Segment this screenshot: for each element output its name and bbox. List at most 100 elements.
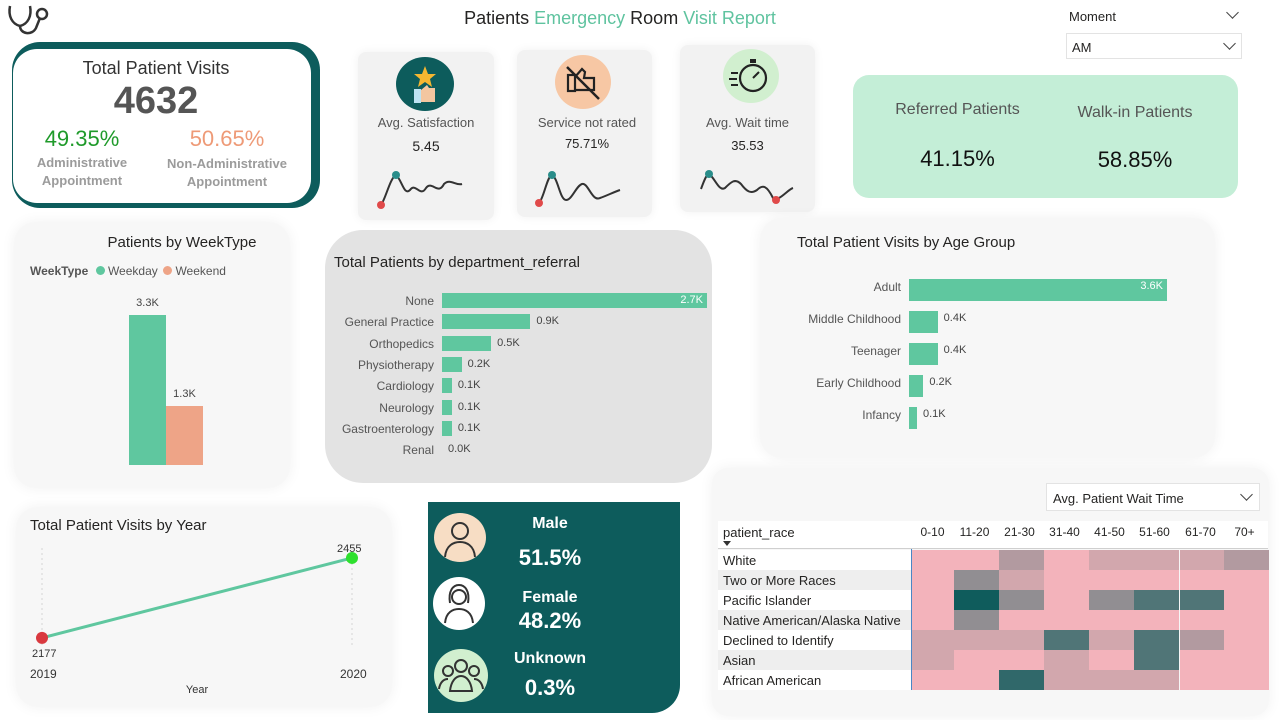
nonadmin-label-2: Appointment — [186, 174, 268, 189]
heatmap-row-band — [718, 590, 912, 610]
kpi-wait-time-label: Avg. Wait time — [705, 115, 790, 130]
year-point-2020[interactable] — [346, 551, 358, 564]
heatmap-cell — [1134, 670, 1179, 690]
agegroup-bar — [909, 279, 1167, 301]
heatmap-row-label: Asian — [723, 653, 756, 668]
sort-arrow-icon[interactable] — [723, 541, 731, 546]
department-data-label: 2.7K — [680, 294, 703, 306]
agegroup-data-label: 0.2K — [929, 376, 952, 388]
heatmap-cell — [1224, 550, 1269, 570]
heatmap-cell — [1044, 590, 1089, 610]
male-avatar-icon — [434, 513, 486, 562]
heatmap-row-header[interactable]: patient_race — [723, 525, 795, 540]
heatmap-cell — [1180, 570, 1225, 590]
legend-dot-weekday — [95, 266, 105, 275]
heatmap-cell — [954, 650, 999, 670]
thumbs-down-slash-icon — [555, 55, 611, 109]
weektype-bar-weekend — [166, 405, 203, 465]
department-category-label: Physiotherapy — [357, 357, 434, 372]
agegroup-bar — [909, 343, 938, 365]
heatmap-cell — [999, 650, 1044, 670]
heatmap-cell — [999, 630, 1044, 650]
department-bar — [442, 378, 452, 394]
heatmap-cell — [1089, 630, 1134, 650]
heatmap-row-label: Native American/Alaska Native — [723, 613, 901, 628]
heatmap-row-label: African American — [723, 673, 822, 688]
department-bar — [442, 420, 452, 436]
satisfaction-star-thumb-icon — [396, 57, 454, 111]
agegroup-data-label: 0.4K — [943, 312, 967, 324]
moment-collapse-chevron-icon[interactable] — [1226, 6, 1239, 19]
title-accent-word: Emergency — [534, 8, 626, 28]
heatmap-cell — [999, 670, 1044, 690]
nonadmin-pct: 50.65% — [189, 126, 265, 151]
moment-dropdown[interactable]: AM — [1066, 33, 1242, 59]
heatmap-cell — [1180, 550, 1225, 570]
legend-title: WeekType — [30, 264, 89, 278]
year-point-2019[interactable] — [36, 631, 48, 644]
heatmap-column-header: 11-20 — [959, 525, 990, 539]
female-avatar-icon — [433, 577, 485, 630]
department-category-label: Orthopedics — [369, 336, 434, 351]
nonadmin-label-1: Non-Administrative — [167, 156, 287, 171]
weektype-bar-weekday — [129, 315, 166, 465]
department-category-label: General Practice — [344, 315, 434, 330]
heatmap-cell — [1089, 610, 1134, 630]
year-line-chart: 2177 2019 2455 2020 — [30, 543, 367, 681]
gender-female-label: Female — [522, 589, 578, 606]
year-data-label: 2455 — [337, 543, 361, 555]
department-category-label: Cardiology — [376, 379, 434, 394]
department-bar — [442, 356, 462, 372]
heatmap-cell — [1224, 610, 1269, 630]
kpi-satisfaction-value: 5.45 — [412, 138, 440, 154]
heatmap-cell — [954, 550, 999, 570]
heatmap-cell — [954, 630, 999, 650]
year-card — [16, 507, 392, 707]
agegroup-data-label: 3.6K — [1140, 280, 1163, 292]
heatmap-divider — [911, 549, 912, 690]
agegroup-category-label: Adult — [873, 280, 901, 294]
moment-filter-label: Moment — [1069, 9, 1116, 24]
heatmap-cell — [999, 570, 1044, 590]
agegroup-title: Total Patient Visits by Age Group — [797, 234, 1016, 251]
department-category-label: Neurology — [379, 400, 434, 415]
heatmap-cell — [999, 550, 1044, 570]
heatmap-cell — [1044, 570, 1089, 590]
weektype-data-label: 1.3K — [173, 387, 196, 400]
department-data-label: 0.5K — [497, 336, 520, 349]
heatmap-column-header: 41-50 — [1094, 525, 1125, 539]
heatmap-cell — [1224, 570, 1269, 590]
weektype-title: Patients by WeekType — [107, 234, 257, 251]
gender-male-value: 51.5% — [518, 545, 582, 570]
heatmap-cell — [912, 590, 957, 610]
heatmap-cell — [1089, 570, 1134, 590]
metric-dropdown[interactable]: Avg. Patient Wait Time — [1046, 483, 1260, 511]
year-tick-label: 2019 — [30, 667, 57, 681]
kpi-not-rated-value: 75.71% — [564, 136, 610, 151]
chevron-down-icon — [1223, 37, 1236, 50]
department-category-label: Gastroenterology — [341, 421, 434, 436]
gender-unknown-label: Unknown — [514, 650, 586, 667]
referral-split-card — [853, 75, 1238, 198]
heatmap-cell — [1180, 650, 1225, 670]
heatmap-cell — [1224, 630, 1269, 650]
title-accent-word: Visit Report — [683, 8, 776, 28]
heatmap-column-header: 61-70 — [1185, 525, 1216, 539]
heatmap-cell — [912, 550, 957, 570]
heatmap-row-band — [718, 650, 912, 670]
department-data-label: 0.2K — [467, 357, 491, 370]
page-title: Patients Emergency Room Visit Report — [350, 8, 890, 29]
heatmap-column-header: 0-10 — [920, 525, 945, 539]
referred-label: Referred Patients — [895, 101, 1020, 118]
heatmap-cell — [1044, 650, 1089, 670]
heatmap-cell — [999, 610, 1044, 630]
legend-item-weekend: Weekend — [175, 264, 226, 278]
kpi-not-rated-sparkline — [535, 171, 621, 207]
heatmap-cell — [1089, 590, 1134, 610]
group-avatar-icon — [434, 649, 488, 702]
moment-dropdown-value: AM — [1072, 40, 1092, 55]
heatmap-column-header: 21-30 — [1004, 525, 1035, 539]
heatmap-row-band — [718, 550, 912, 570]
heatmap-cell — [912, 610, 957, 630]
agegroup-data-label: 0.1K — [923, 408, 946, 420]
